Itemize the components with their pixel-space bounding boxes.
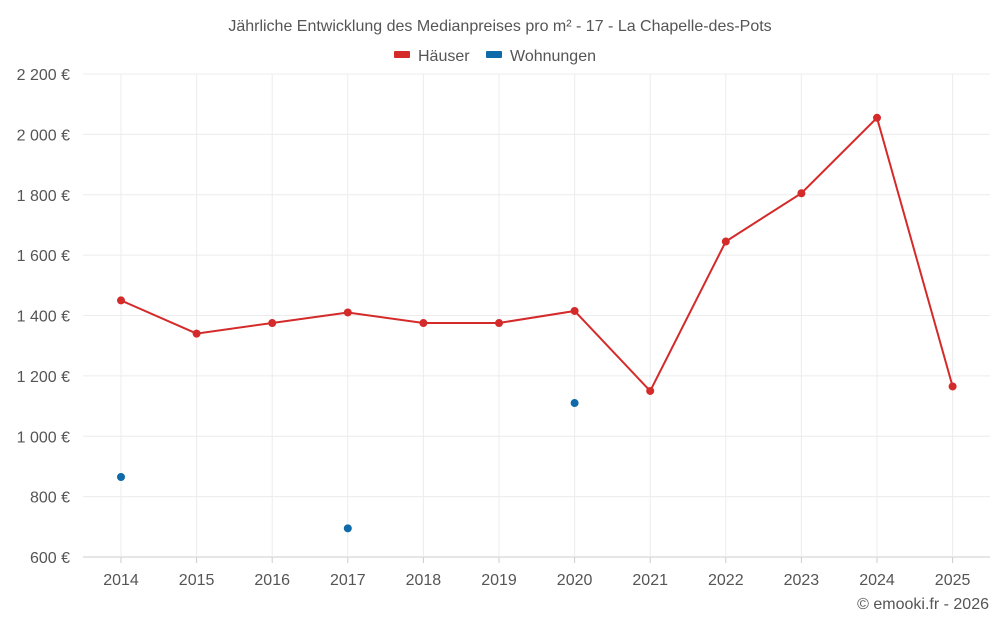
x-tick-label: 2022 [708,572,744,589]
legend-label-wohnungen: Wohnungen [510,48,596,65]
data-point-haeuser[interactable] [948,382,957,391]
grid [83,73,990,563]
y-tick-label: 800 € [30,490,70,507]
series [117,113,957,533]
legend-item-haeuser[interactable]: Häuser [394,48,470,65]
data-point-haeuser[interactable] [721,237,730,246]
y-tick-label: 2 200 € [17,67,70,84]
legend-swatch-haeuser [394,51,410,58]
x-tick-label: 2025 [935,572,971,589]
data-point-wohnungen[interactable] [117,473,125,482]
x-tick-label: 2024 [859,572,895,589]
x-tick-label: 2020 [557,572,593,589]
y-tick-label: 1 600 € [17,248,70,265]
data-point-haeuser[interactable] [343,308,352,317]
x-tick-label: 2014 [103,572,139,589]
legend-item-wohnungen[interactable]: Wohnungen [486,48,596,65]
data-point-haeuser[interactable] [117,296,125,305]
x-tick-label: 2023 [784,572,820,589]
y-tick-label: 600 € [30,550,70,567]
x-tick-label: 2017 [330,572,366,589]
legend-label-haeuser: Häuser [418,48,470,65]
x-axis-ticks: 2014 2015 2016 2017 2018 2019 2020 2021 2022 2023… [103,572,970,589]
x-tick-label: 2016 [254,572,290,589]
x-tick-label: 2015 [179,572,215,589]
series-haeuser [117,113,957,395]
y-tick-label: 1 200 € [17,369,70,386]
legend[interactable]: Häuser Wohnungen [394,48,596,65]
x-tick-label: 2021 [632,572,668,589]
data-point-haeuser[interactable] [797,189,806,198]
data-point-haeuser[interactable] [570,306,579,315]
data-point-wohnungen[interactable] [570,399,579,408]
data-point-haeuser[interactable] [268,319,277,328]
data-point-haeuser[interactable] [646,386,655,395]
data-point-haeuser[interactable] [192,329,201,338]
data-point-haeuser[interactable] [495,319,503,328]
x-tick-label: 2019 [481,572,517,589]
y-tick-label: 1 800 € [17,188,70,205]
y-tick-label: 2 000 € [17,127,70,144]
y-tick-label: 1 000 € [17,429,70,446]
series-wohnungen [117,399,579,533]
data-point-haeuser[interactable] [873,113,881,122]
data-point-haeuser[interactable] [419,319,428,328]
x-tick-label: 2018 [406,572,442,589]
y-axis-ticks: 600 € 800 € 1 000 € 1 200 € 1 400 € 1 600 € 1 … [17,67,70,567]
series-line-haeuser [120,115,954,393]
credit-text: © emooki.fr - 2026 [857,596,989,613]
y-tick-label: 1 400 € [17,309,70,326]
legend-swatch-wohnungen [486,51,502,58]
data-point-wohnungen[interactable] [343,524,352,533]
chart-title: Jährliche Entwicklung des Medianpreises … [228,18,771,35]
